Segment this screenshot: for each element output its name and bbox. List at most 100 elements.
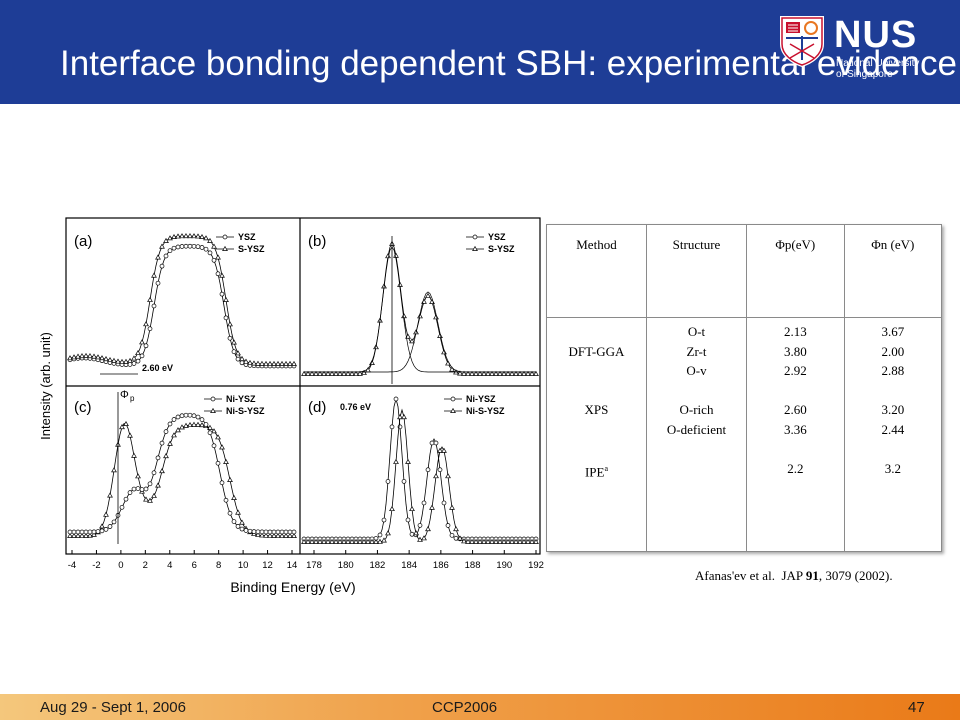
citation-rest: , 3079 (2002). xyxy=(818,568,893,583)
legend-marker-circle xyxy=(210,396,216,402)
x-tick-label: -2 xyxy=(92,560,100,571)
series-c-ni-ysz-marker xyxy=(163,429,169,434)
annotation-d: 0.76 eV xyxy=(340,402,371,412)
series-d-ni-ysz-marker xyxy=(441,500,447,506)
series-c-ni-ysz-marker xyxy=(71,529,77,535)
annotation-a: 2.60 eV xyxy=(142,363,173,373)
series-c-ni-s-ysz-marker xyxy=(135,473,141,479)
series-d-ni-s-ysz-marker xyxy=(301,538,307,544)
series-c-ni-ysz-marker xyxy=(215,460,221,466)
series-c-ni-ysz-marker xyxy=(187,412,193,418)
series-a-ysz-marker xyxy=(151,303,157,309)
series-a-s-ysz-marker xyxy=(103,356,109,362)
series-d-ni-s-ysz-marker xyxy=(517,538,523,544)
legend-marker-circle xyxy=(450,396,456,402)
series-d-ni-s-ysz-marker xyxy=(309,538,315,544)
series-c-ni-s-ysz-marker xyxy=(211,428,217,434)
annotation-c-sub: p xyxy=(130,394,135,403)
series-a-s-ysz-marker xyxy=(223,296,229,302)
series-c-ni-ysz-marker xyxy=(91,529,97,535)
series-d-ni-s-ysz-marker xyxy=(441,447,447,453)
x-tick-label: 6 xyxy=(192,560,197,571)
series-d-ni-ysz-marker xyxy=(401,479,407,484)
series-b-fit-1 xyxy=(304,246,536,373)
series-c-ni-ysz-marker xyxy=(275,529,281,535)
series-d-ni-ysz xyxy=(304,397,536,540)
legend-label: S-YSZ xyxy=(488,244,515,254)
legend-label: Ni-S-YSZ xyxy=(226,406,265,416)
series-c-ni-ysz xyxy=(70,414,296,533)
series-c-ni-ysz-marker xyxy=(191,413,197,419)
series-c-ni-ysz-marker xyxy=(267,529,273,535)
structure-cell: O-t xyxy=(687,324,706,339)
series-a-s-ysz-marker xyxy=(199,233,205,239)
series-a-s-ysz-marker xyxy=(139,339,145,345)
citation-volume: 91 xyxy=(805,568,819,583)
x-tick-label: 10 xyxy=(238,560,249,571)
series-c-ni-s-ysz-marker xyxy=(235,509,241,515)
series-d-ni-s-ysz-marker xyxy=(349,538,355,544)
method-ipe-label: IPE xyxy=(584,463,605,479)
series-c-ni-s-ysz-marker xyxy=(215,434,221,440)
series-c-ni-ysz-marker xyxy=(207,430,213,436)
series-a-ysz-marker xyxy=(171,245,177,251)
series-a-s-ysz-marker xyxy=(123,358,129,364)
series-b-s-ysz-marker xyxy=(337,370,343,376)
series-b-s-ysz-marker xyxy=(497,370,503,376)
series-c-ni-ysz-marker xyxy=(287,529,293,535)
phi-p-cell: 2.92 xyxy=(783,363,807,378)
series-d-ni-s-ysz-marker xyxy=(477,538,483,544)
series-c-ni-ysz-marker xyxy=(159,440,165,446)
citation: Afanas'ev et al. JAP 91, 3079 (2002). xyxy=(695,568,893,584)
series-c-ni-s-ysz-marker xyxy=(227,476,233,482)
series-a-ysz-marker xyxy=(143,343,149,349)
series-c-ni-ysz-marker xyxy=(211,443,217,449)
series-a-s-ysz-marker xyxy=(239,355,245,361)
series-c-ni-ysz-marker xyxy=(243,528,249,533)
series-a-ysz-marker xyxy=(195,244,201,250)
series-a-s-ysz-marker xyxy=(87,353,93,359)
series-a-ysz-marker xyxy=(239,360,245,366)
series-a-s-ysz-marker xyxy=(115,358,121,364)
series-c-ni-s-ysz-marker xyxy=(219,444,225,450)
series-d-ni-s-ysz-marker xyxy=(465,538,471,544)
series-c-ni-s-ysz-marker xyxy=(103,511,109,517)
series-d-ni-s-ysz-marker xyxy=(469,538,475,544)
series-a-ysz-marker xyxy=(207,250,213,256)
series-d-ni-s-ysz-marker xyxy=(365,538,371,544)
x-tick-label: 184 xyxy=(401,560,417,571)
series-d-ni-s-ysz-marker xyxy=(445,473,451,479)
series-d-ni-s-ysz-marker xyxy=(357,538,363,544)
x-tick-label: 182 xyxy=(369,560,385,571)
series-a-ysz-marker xyxy=(215,271,221,277)
x-tick-label: 2 xyxy=(143,560,148,571)
series-d-ni-s-ysz-marker xyxy=(425,526,431,532)
series-a-ysz-marker xyxy=(223,315,229,321)
annotation-c: Φ xyxy=(120,389,129,401)
series-b-s-ysz-marker xyxy=(321,370,327,376)
series-a-ysz-marker xyxy=(235,356,241,362)
series-c-ni-ysz-marker xyxy=(199,417,205,422)
series-c-ni-s-ysz-marker xyxy=(191,421,197,427)
series-d-ni-s-ysz-marker xyxy=(501,538,507,544)
series-d-ni-s-ysz-marker xyxy=(397,414,403,420)
series-b-s-ysz-marker xyxy=(457,370,463,376)
phi-n-cell: 3.20 xyxy=(881,402,905,417)
series-a-s-ysz-marker xyxy=(279,360,285,366)
series-c-ni-ysz-marker xyxy=(95,529,101,534)
series-a-s-ysz-marker xyxy=(215,254,221,260)
series-d-ni-s-ysz-marker xyxy=(461,538,467,544)
series-d-ni-s-ysz-marker xyxy=(457,535,463,541)
series-a-s-ysz-marker xyxy=(127,357,133,363)
series-d-ni-s-ysz-marker xyxy=(317,538,323,544)
series-b-s-ysz-marker xyxy=(313,370,319,376)
series-a-s-ysz-marker xyxy=(287,360,293,366)
series-c-ni-s-ysz-marker xyxy=(287,532,293,538)
series-a-ysz-marker xyxy=(163,253,169,259)
phi-n-cell: 2.88 xyxy=(881,363,905,378)
series-d-ni-s-ysz-marker xyxy=(325,538,331,544)
series-c-ni-ysz-marker xyxy=(67,529,73,535)
header-method: Method xyxy=(546,224,647,318)
panel-tag: (d) xyxy=(308,399,326,416)
series-c-ni-s-ysz-marker xyxy=(167,440,173,446)
